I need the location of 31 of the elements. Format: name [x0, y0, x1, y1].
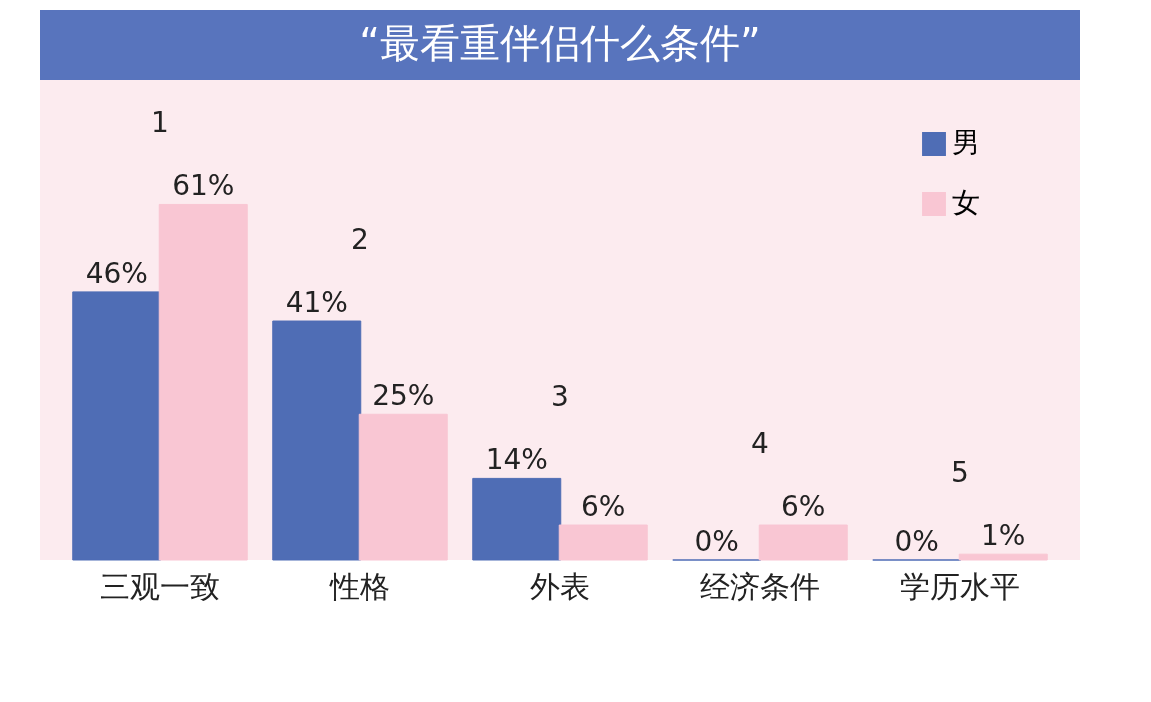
legend-label: 男 — [952, 126, 980, 159]
data-label: 0% — [894, 525, 939, 558]
bar — [558, 524, 648, 561]
x-tick-label: 学历水平 — [900, 568, 1020, 604]
annotation: 5 — [951, 456, 969, 490]
data-label: 0% — [694, 525, 739, 558]
data-label: 1% — [981, 519, 1026, 553]
annotation: 4 — [751, 427, 769, 461]
x-tick-label: 外表 — [530, 568, 590, 604]
annotation: 3 — [551, 380, 569, 414]
bar — [472, 477, 562, 561]
data-label: 6% — [581, 490, 626, 524]
text: 1 — [151, 106, 169, 140]
bar — [158, 203, 248, 561]
legend-label: 女 — [952, 186, 980, 219]
data-label: 41% — [285, 286, 348, 320]
bar — [758, 524, 848, 561]
bar — [272, 320, 362, 561]
chart-title: “最看重伴侣什么条件” — [359, 20, 761, 66]
x-tick-label: 经济条件 — [700, 568, 820, 604]
data-label: 46% — [85, 256, 148, 290]
x-tick-label: 性格 — [329, 568, 390, 604]
bar — [958, 553, 1048, 561]
annotation: 2 — [351, 223, 369, 257]
data-label: 61% — [172, 169, 235, 203]
data-label: 25% — [372, 379, 435, 413]
bar — [358, 413, 448, 561]
x-tick-label: 三观一致 — [100, 568, 220, 604]
bar — [72, 291, 162, 561]
data-label: 6% — [781, 490, 826, 524]
data-label: 14% — [485, 443, 548, 477]
